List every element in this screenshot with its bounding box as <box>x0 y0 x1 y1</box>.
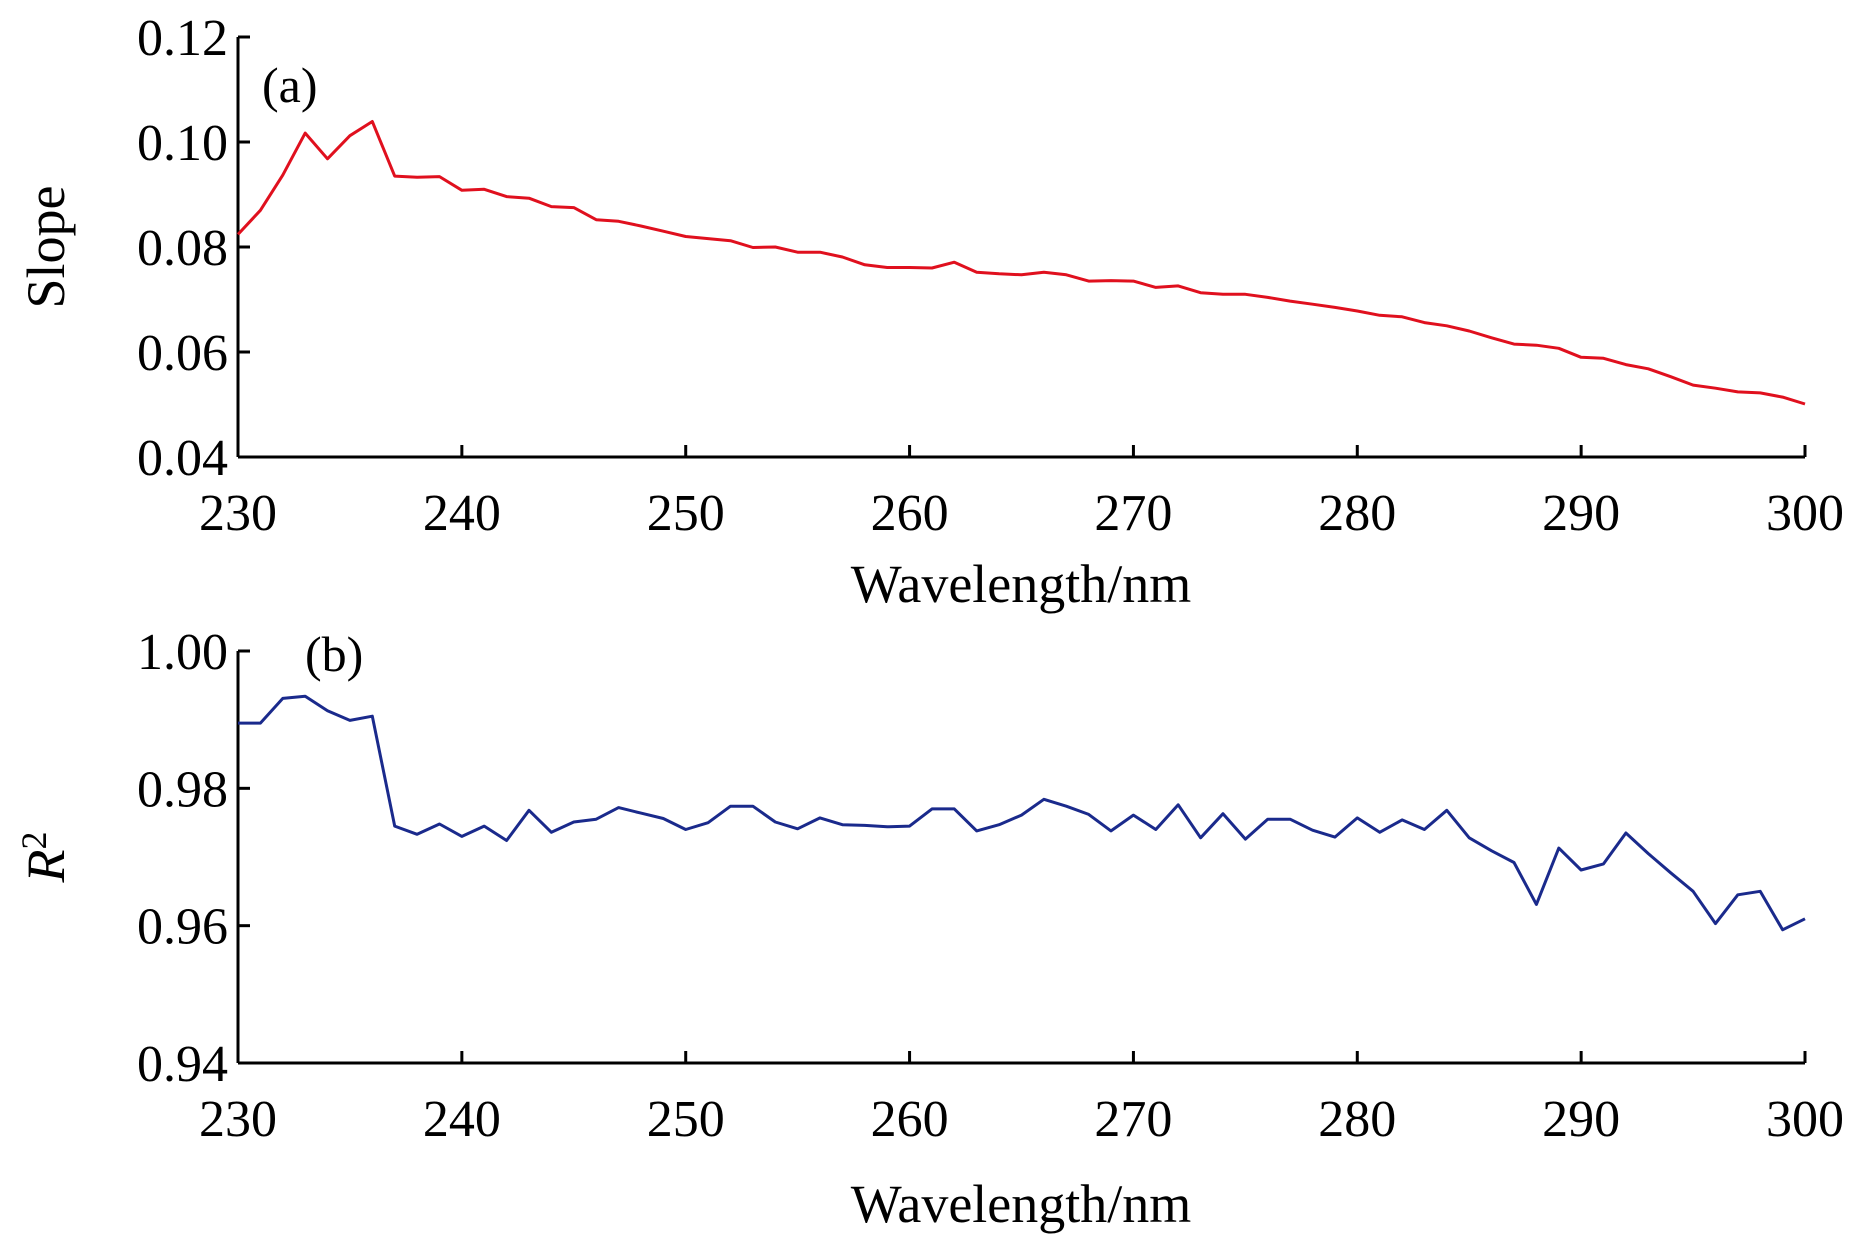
panel-b-x-tick-label: 240 <box>423 1091 501 1148</box>
panel-b-x-tick-label: 230 <box>199 1091 277 1148</box>
panel-a-y-tick-label: 0.08 <box>137 220 228 277</box>
panel-a-x-tick-label: 270 <box>1094 485 1172 542</box>
panel-a-slope-chart: 230 240 250 260 270 280 290 300 0.04 0.06 0.08 0.1… <box>16 10 1844 614</box>
panel-a-x-tick-label: 300 <box>1766 485 1844 542</box>
panel-a-x-tick-label: 250 <box>647 485 725 542</box>
panel-b-r-squared-chart: 230 240 250 260 270 280 290 300 0.94 0.96 0.98 1.0… <box>14 624 1844 1234</box>
panel-b-x-tick-label: 280 <box>1318 1091 1396 1148</box>
panel-b-x-tick-label: 270 <box>1094 1091 1172 1148</box>
panel-a-y-tick-label: 0.04 <box>137 430 228 487</box>
panel-a-y-axis-title: Slope <box>16 185 76 308</box>
panel-a-x-tick-label: 260 <box>871 485 949 542</box>
panel-a-label: (a) <box>262 57 318 113</box>
panel-b-y-axis-title-sup: 2 <box>14 832 54 850</box>
panel-b-y-axis-title-main: R <box>16 850 76 884</box>
panel-a-x-tick-label: 280 <box>1318 485 1396 542</box>
panel-b-x-tick-label: 260 <box>871 1091 949 1148</box>
panel-a-x-tick-label: 290 <box>1542 485 1620 542</box>
panel-b-x-tick-label: 250 <box>647 1091 725 1148</box>
panel-b-x-axis-title: Wavelength/nm <box>851 1174 1192 1234</box>
panel-a-y-tick-label: 0.12 <box>137 10 228 67</box>
panel-b-y-tick-label: 1.00 <box>137 624 228 681</box>
panel-b-label: (b) <box>305 626 363 682</box>
panel-a-y-tick-label: 0.10 <box>137 115 228 172</box>
panel-b-x-tick-label: 290 <box>1542 1091 1620 1148</box>
panel-b-y-tick-label: 0.96 <box>137 899 228 956</box>
panel-b-y-tick-label: 0.98 <box>137 761 228 818</box>
panel-b-y-tick-label: 0.94 <box>137 1036 228 1093</box>
panel-b-x-tick-label: 300 <box>1766 1091 1844 1148</box>
panel-a-x-tick-label: 240 <box>423 485 501 542</box>
panel-b-series-line <box>238 694 1806 932</box>
panel-b-y-axis-title: R2 <box>14 832 76 884</box>
panel-a-y-tick-label: 0.06 <box>137 325 228 382</box>
panel-a-x-axis-title: Wavelength/nm <box>851 554 1192 614</box>
panel-a-x-tick-label: 230 <box>199 485 277 542</box>
panel-a-series-line <box>236 120 1806 406</box>
